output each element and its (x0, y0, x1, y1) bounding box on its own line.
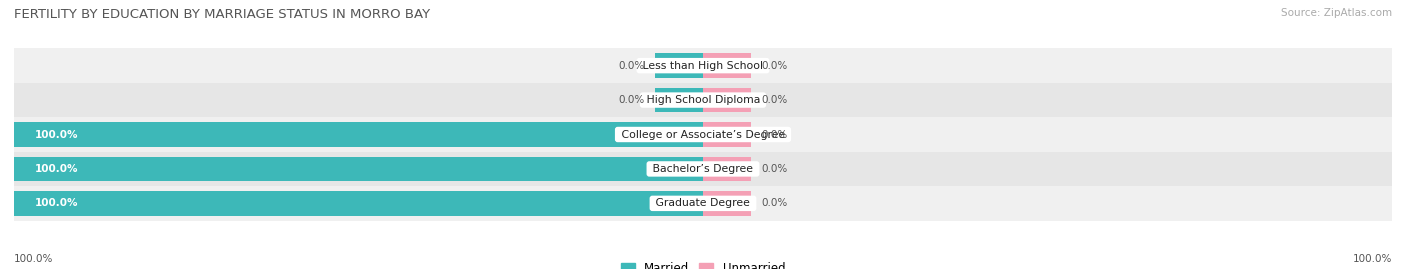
Bar (703, 88, 751, 112)
Bar (655, 53, 703, 78)
Bar (14, 117, 1392, 152)
Bar (14, 191, 703, 216)
Bar (14, 152, 1392, 186)
Bar (14, 48, 1392, 83)
Text: Source: ZipAtlas.com: Source: ZipAtlas.com (1281, 8, 1392, 18)
Text: 100.0%: 100.0% (35, 164, 79, 174)
Bar (703, 157, 751, 181)
Text: High School Diploma: High School Diploma (643, 95, 763, 105)
Text: 0.0%: 0.0% (619, 61, 644, 71)
Text: 100.0%: 100.0% (35, 129, 79, 140)
Text: 0.0%: 0.0% (762, 198, 787, 208)
Text: 100.0%: 100.0% (14, 254, 53, 264)
Bar (14, 157, 703, 181)
Bar (703, 191, 751, 216)
Text: 0.0%: 0.0% (762, 95, 787, 105)
Text: 0.0%: 0.0% (762, 61, 787, 71)
Text: 100.0%: 100.0% (1353, 254, 1392, 264)
Bar (14, 186, 1392, 221)
Text: 100.0%: 100.0% (35, 198, 79, 208)
Text: Bachelor’s Degree: Bachelor’s Degree (650, 164, 756, 174)
Text: 0.0%: 0.0% (619, 95, 644, 105)
Text: Less than High School: Less than High School (640, 61, 766, 71)
Text: 0.0%: 0.0% (762, 164, 787, 174)
Text: 0.0%: 0.0% (762, 129, 787, 140)
Bar (703, 122, 751, 147)
Legend: Married, Unmarried: Married, Unmarried (616, 258, 790, 269)
Text: FERTILITY BY EDUCATION BY MARRIAGE STATUS IN MORRO BAY: FERTILITY BY EDUCATION BY MARRIAGE STATU… (14, 8, 430, 21)
Bar (14, 83, 1392, 117)
Bar (655, 88, 703, 112)
Bar (14, 122, 703, 147)
Text: College or Associate’s Degree: College or Associate’s Degree (617, 129, 789, 140)
Text: Graduate Degree: Graduate Degree (652, 198, 754, 208)
Bar (703, 53, 751, 78)
